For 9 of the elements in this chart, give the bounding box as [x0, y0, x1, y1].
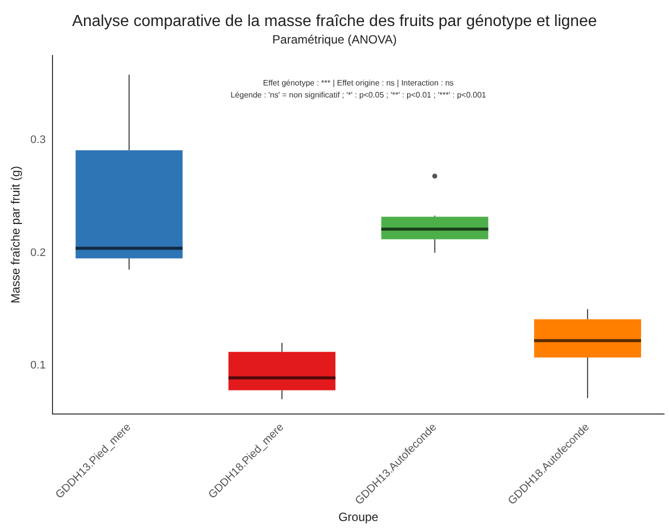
y-tick-label: 0.1 — [30, 359, 46, 372]
x-axis-title: Groupe — [338, 510, 379, 524]
chart-subtitle: Paramétrique (ANOVA) — [272, 32, 397, 47]
annotation: Effet génotype : *** | Effet origine : ns | Interaction : ns — [263, 78, 454, 88]
chart-title: Analyse comparative de la masse fraîche des fruits par génotype et lignee — [72, 13, 597, 30]
y-tick-label: 0.2 — [30, 246, 46, 259]
y-tick-label: 0.3 — [30, 134, 46, 146]
y-axis-title: Masse fraîche par fruit (g) — [8, 166, 23, 304]
annotation: Légende : 'ns' = non significatif ; '*' : p<0.05 ; '**' : p<0.01 ; '***' : p<0.001 — [230, 90, 487, 100]
